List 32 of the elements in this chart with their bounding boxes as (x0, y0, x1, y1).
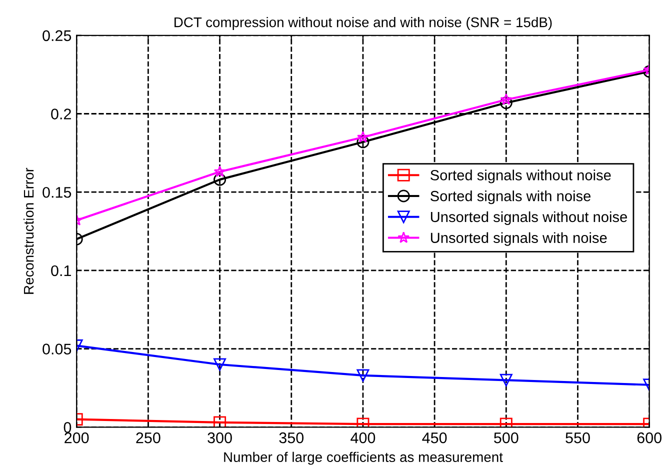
y-tick-label: 0.15 (42, 186, 72, 198)
x-axis-title: Number of large coefficients as measurement (224, 452, 503, 465)
point (500, 96, 512, 110)
legend-label: Unsorted signals without noise (430, 211, 627, 226)
y-tick-label: 0.1 (51, 265, 71, 276)
legend-label: Sorted signals without noise (430, 170, 611, 184)
x-tick-label: 600 (637, 432, 662, 444)
chart-title: DCT compression without noise and with noise (SNR = 15dB) (174, 17, 552, 30)
x-tick-label: 200 (64, 432, 89, 444)
x-tick-label: 400 (350, 432, 376, 444)
point (356, 136, 370, 148)
point (356, 131, 369, 142)
point (214, 165, 226, 177)
x-tick-label: 500 (494, 432, 518, 444)
point (214, 358, 226, 371)
point (500, 93, 512, 105)
y-tick-label: 0.05 (42, 344, 72, 354)
y-axis-title: Reconstruction Error (23, 168, 34, 294)
x-tick-label: 250 (136, 432, 160, 444)
y-tick-label: 0 (64, 422, 72, 433)
legend-label: Unsorted signals with noise (430, 232, 607, 246)
point (500, 374, 512, 386)
y-tick-label: 0.25 (42, 30, 72, 42)
x-tick-label: 300 (208, 432, 232, 444)
point (214, 173, 226, 186)
point (356, 369, 370, 382)
point (214, 416, 226, 428)
x-tick-label: 450 (422, 432, 447, 444)
x-tick-label: 550 (566, 432, 590, 444)
y-tick-label: 0.2 (51, 108, 71, 120)
x-tick-label: 350 (279, 432, 304, 444)
legend-label: Sorted signals with noise (430, 190, 591, 204)
